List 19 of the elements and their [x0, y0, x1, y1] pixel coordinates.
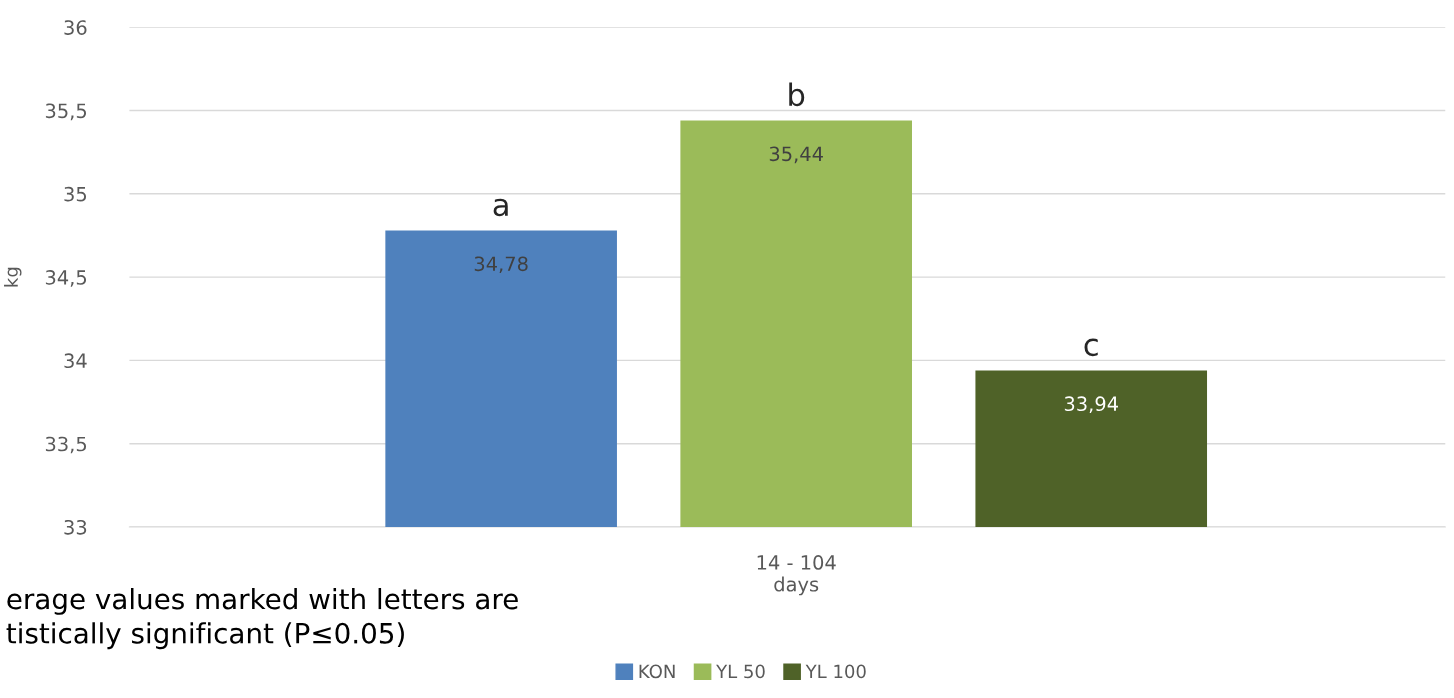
legend-label: YL 50 — [716, 664, 765, 679]
data-label: 35,44 — [769, 146, 823, 164]
legend-label: YL 100 — [805, 664, 866, 679]
legend-label: KON — [639, 664, 675, 679]
data-label: 33,94 — [1064, 396, 1118, 414]
y-tick-label: 35,5 — [45, 103, 87, 121]
y-tick-label: 35 — [64, 186, 87, 202]
annotation: b — [789, 82, 805, 107]
x-tick-label: 14 - 104 days — [757, 555, 836, 596]
text: erage values marked with letters are tistically significant (P≤0.05) — [6, 587, 518, 650]
y-tick-label: 34,5 — [45, 270, 87, 287]
data-label: 34,78 — [474, 256, 528, 274]
y-tick-label: 33,5 — [45, 436, 87, 454]
y-tick-label: 36 — [64, 20, 87, 35]
y-tick-label: 34 — [64, 353, 87, 369]
annotation: c — [1084, 338, 1098, 357]
y-tick-label: 33 — [64, 519, 87, 535]
y-axis-title: kg — [4, 267, 22, 287]
annotation: a — [493, 198, 508, 217]
